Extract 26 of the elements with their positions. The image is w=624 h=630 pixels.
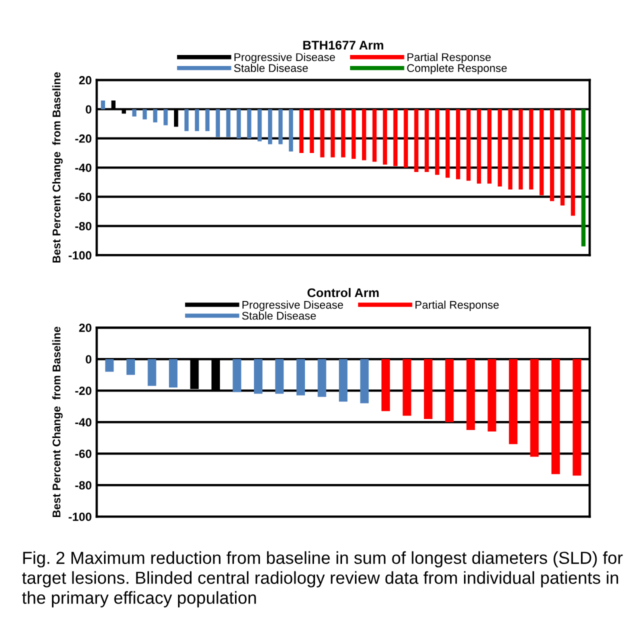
y-tick-label: -40 — [75, 418, 92, 426]
y-tick-label: 0 — [86, 105, 92, 114]
y-tick-label: -80 — [75, 222, 92, 230]
y-tick-label: -20 — [75, 386, 92, 395]
legend-label: Stable Disease — [242, 312, 316, 320]
y-tick-label: -80 — [75, 481, 92, 490]
legend-label: Complete Response — [407, 64, 507, 74]
y-tick-label: 20 — [79, 76, 92, 84]
y-axis-title: Best Percent Change from Baseline — [52, 72, 63, 263]
y-axis-title: Best Percent Change from Baseline — [52, 326, 63, 518]
y-tick-label: 20 — [79, 324, 92, 332]
caption: Fig. 2 Maximum reduction from baseline in sum of longest diameters (SLD) for target lesions. Blinded central radiology review data from individual patients in the primary efficacy population — [22, 551, 623, 608]
y-tick-label: -100 — [68, 251, 92, 260]
y-tick-label: -100 — [68, 512, 92, 521]
chart-title: Control Arm — [307, 288, 379, 298]
legend-label: Partial Response — [408, 52, 491, 64]
y-tick-label: -40 — [75, 164, 92, 172]
legend-label: Progressive Disease — [234, 52, 335, 64]
legend-label: Partial Response — [416, 300, 499, 311]
y-tick-label: -60 — [75, 450, 92, 458]
y-tick-label: -60 — [75, 192, 92, 202]
chart-title: BTH1677 Arm — [303, 40, 384, 50]
legend-label: Stable Disease — [234, 64, 308, 72]
y-tick-label: -20 — [75, 134, 92, 143]
legend-label: Progressive Disease — [242, 300, 344, 311]
y-tick-label: 0 — [86, 355, 92, 364]
